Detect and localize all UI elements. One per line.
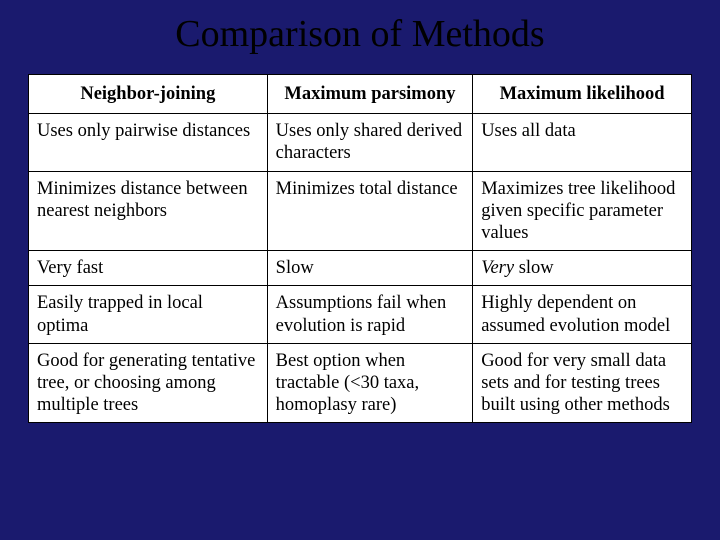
table-cell: Maximizes tree likelihood given specific… — [473, 171, 692, 251]
slide: Comparison of Methods Neighbor-joining M… — [0, 0, 720, 540]
table-row: Easily trapped in local optimaAssumption… — [29, 286, 692, 343]
table-row: Very fastSlowVery slow — [29, 251, 692, 286]
table-cell: Highly dependent on assumed evolution mo… — [473, 286, 692, 343]
col-header-mp: Maximum parsimony — [267, 75, 473, 114]
table-cell: Easily trapped in local optima — [29, 286, 268, 343]
table-header-row: Neighbor-joining Maximum parsimony Maxim… — [29, 75, 692, 114]
table-cell: Minimizes distance between nearest neigh… — [29, 171, 268, 251]
comparison-table: Neighbor-joining Maximum parsimony Maxim… — [28, 74, 692, 423]
col-header-nj: Neighbor-joining — [29, 75, 268, 114]
table-row: Uses only pairwise distancesUses only sh… — [29, 114, 692, 171]
table-cell: Very slow — [473, 251, 692, 286]
table-cell: Uses only shared derived characters — [267, 114, 473, 171]
table-row: Good for generating tentative tree, or c… — [29, 343, 692, 423]
table-cell: Uses all data — [473, 114, 692, 171]
page-title: Comparison of Methods — [28, 12, 692, 56]
italic-text: Very — [481, 258, 514, 278]
table-cell: Good for generating tentative tree, or c… — [29, 343, 268, 423]
table-cell: Minimizes total distance — [267, 171, 473, 251]
table-cell: Good for very small data sets and for te… — [473, 343, 692, 423]
table-cell: Uses only pairwise distances — [29, 114, 268, 171]
table-row: Minimizes distance between nearest neigh… — [29, 171, 692, 251]
table-cell: Best option when tractable (<30 taxa, ho… — [267, 343, 473, 423]
table-body: Uses only pairwise distancesUses only sh… — [29, 114, 692, 423]
table-cell: Very fast — [29, 251, 268, 286]
table-cell: Assumptions fail when evolution is rapid — [267, 286, 473, 343]
table-cell: Slow — [267, 251, 473, 286]
col-header-ml: Maximum likelihood — [473, 75, 692, 114]
